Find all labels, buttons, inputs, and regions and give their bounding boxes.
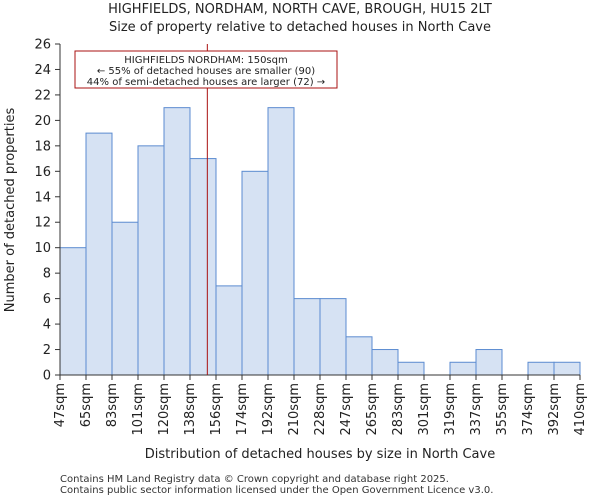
bar-337sqm	[475, 349, 503, 376]
bar-138sqm	[189, 158, 217, 376]
y-tick-label: 20	[34, 114, 51, 129]
bar-265sqm	[371, 349, 399, 376]
y-tick-label: 12	[34, 216, 51, 231]
x-tick-label: 374sqm	[521, 383, 536, 436]
bar-210sqm	[293, 298, 321, 376]
y-tick-label: 0	[43, 369, 51, 384]
y-tick-label: 10	[34, 241, 51, 256]
x-tick-label: 47sqm	[53, 383, 68, 427]
x-tick-label: 174sqm	[235, 383, 250, 436]
chart-title: HIGHFIELDS, NORDHAM, NORTH CAVE, BROUGH,…	[108, 2, 492, 17]
annotation-box: HIGHFIELDS NORDHAM: 150sqm ← 55% of deta…	[74, 50, 338, 89]
bar-374sqm	[527, 361, 555, 376]
bar-247sqm	[345, 336, 373, 376]
bar-174sqm	[241, 170, 269, 376]
bar-120sqm	[163, 107, 191, 376]
bar-192sqm	[267, 107, 295, 376]
bar-319sqm	[449, 361, 477, 376]
x-tick-label: 192sqm	[261, 383, 276, 436]
bar-101sqm	[137, 145, 165, 376]
x-tick-label: 138sqm	[183, 383, 198, 436]
y-tick-label: 22	[34, 88, 51, 103]
x-tick-label: 319sqm	[443, 383, 458, 436]
chart-subtitle: Size of property relative to detached ho…	[108, 20, 491, 35]
x-tick-label: 355sqm	[495, 383, 510, 436]
y-tick-label: 18	[34, 139, 51, 154]
y-tick-label: 2	[43, 343, 51, 358]
x-tick-label: 247sqm	[339, 383, 354, 436]
annotation-line-1: HIGHFIELDS NORDHAM: 150sqm	[124, 55, 287, 66]
x-tick-label: 83sqm	[105, 383, 120, 427]
footer-line-2: Contains public sector information licen…	[60, 485, 494, 496]
y-tick-label: 24	[34, 63, 51, 78]
bar-65sqm	[85, 132, 113, 376]
x-axis: 47sqm 65sqm 83sqm 101sqm 120sqm 138sqm 156sqm 1…	[53, 374, 588, 436]
x-tick-label: 228sqm	[313, 383, 328, 436]
y-tick-label: 4	[43, 318, 51, 333]
y-tick-label: 16	[34, 165, 51, 180]
annotation-frame	[74, 50, 338, 89]
bar-392sqm	[553, 361, 581, 376]
x-tick-label: 301sqm	[417, 383, 432, 436]
bar-283sqm	[397, 361, 425, 376]
bars-group	[59, 107, 581, 376]
y-tick-label: 14	[34, 190, 51, 205]
x-tick-label: 410sqm	[573, 383, 588, 436]
y-tick-label: 8	[43, 267, 51, 282]
footer-line-1: Contains HM Land Registry data © Crown c…	[60, 474, 449, 485]
x-tick-label: 337sqm	[469, 383, 484, 436]
bar-228sqm	[319, 298, 347, 376]
y-axis-label: Number of detached properties	[3, 108, 18, 313]
y-tick-label: 26	[34, 38, 51, 53]
annotation-line-2: ← 55% of detached houses are smaller (90…	[97, 66, 315, 77]
x-tick-label: 120sqm	[157, 383, 172, 436]
bar-156sqm	[215, 285, 243, 376]
bar-47sqm	[59, 247, 87, 376]
x-tick-label: 65sqm	[79, 383, 94, 427]
x-tick-label: 156sqm	[209, 383, 224, 436]
x-axis-label: Distribution of detached houses by size …	[145, 447, 495, 462]
x-tick-label: 283sqm	[391, 383, 406, 436]
x-tick-label: 265sqm	[365, 383, 380, 436]
bar-83sqm	[111, 221, 139, 376]
x-tick-label: 210sqm	[287, 383, 302, 436]
x-tick-label: 101sqm	[131, 383, 146, 436]
x-tick-label: 392sqm	[547, 383, 562, 436]
y-tick-label: 6	[43, 292, 51, 307]
annotation-line-3: 44% of semi-detached houses are larger (…	[87, 77, 325, 88]
